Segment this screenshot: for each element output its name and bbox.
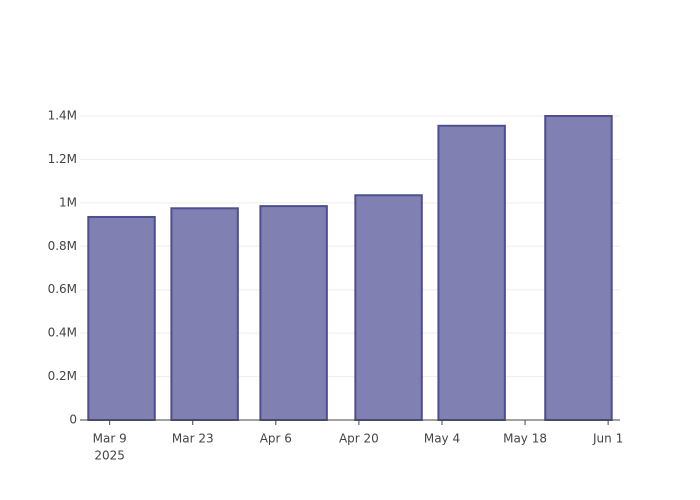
y-tick-label: 0.4M bbox=[48, 326, 77, 340]
x-tick-label: May 4 bbox=[424, 432, 460, 446]
bar bbox=[259, 205, 328, 421]
y-tick-label: 1.2M bbox=[48, 152, 77, 166]
x-tick-label: Mar 23 bbox=[172, 432, 214, 446]
y-tick-label: 0.2M bbox=[48, 369, 77, 383]
y-tick-label: 1M bbox=[59, 195, 77, 209]
bar bbox=[87, 215, 156, 421]
bar bbox=[354, 194, 423, 421]
y-tick-label: 0.6M bbox=[48, 282, 77, 296]
y-tick-label: 0.8M bbox=[48, 239, 77, 253]
y-tick-label: 0 bbox=[69, 413, 77, 427]
x-tick-label: Apr 20 bbox=[339, 432, 379, 446]
bar bbox=[437, 124, 506, 422]
x-tick-label: Apr 6 bbox=[260, 432, 292, 446]
x-tick-label: May 18 bbox=[503, 432, 547, 446]
x-tick-label: Mar 9 bbox=[93, 432, 127, 446]
bar bbox=[544, 115, 613, 421]
y-tick-label: 1.4M bbox=[48, 109, 77, 123]
x-tick-year: 2025 bbox=[94, 449, 125, 463]
bar bbox=[170, 207, 239, 421]
x-tick-label: Jun 1 bbox=[592, 432, 623, 446]
